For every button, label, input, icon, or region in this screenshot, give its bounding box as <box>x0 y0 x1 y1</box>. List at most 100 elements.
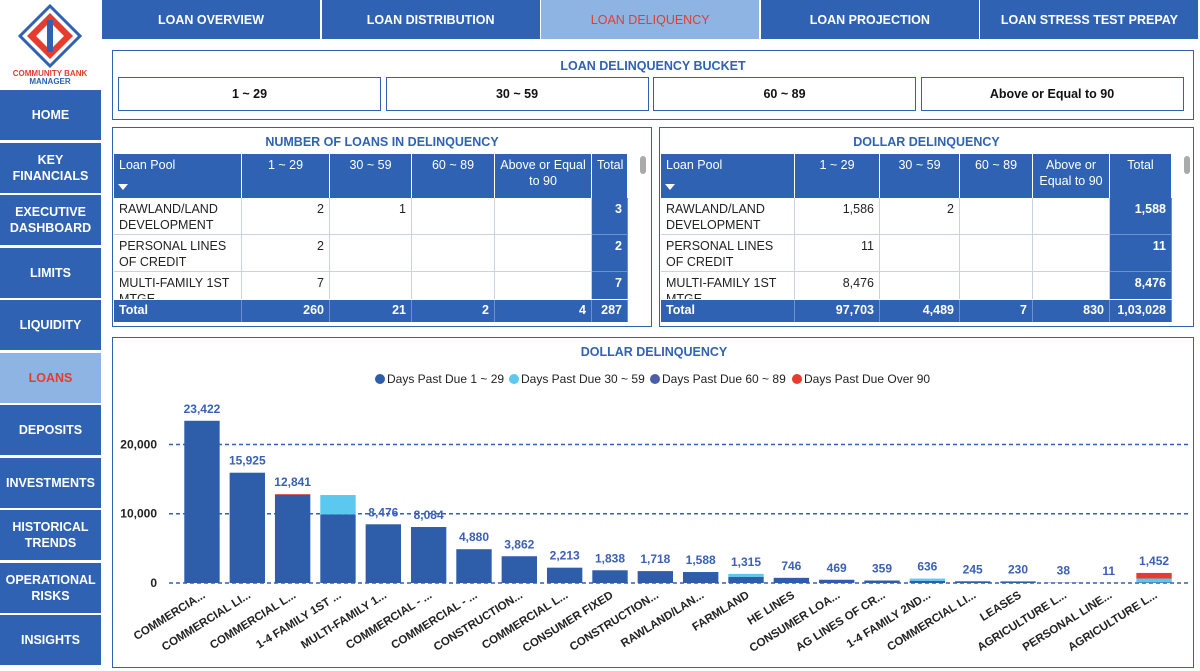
bar-segment <box>955 581 991 583</box>
column-header: 30 ~ 59 <box>880 154 960 198</box>
table-cell: RAWLAND/LAND DEVELOPMENT <box>661 198 795 235</box>
bar-segment <box>773 577 810 583</box>
total-cell: 4 <box>495 300 592 322</box>
data-label: 23,422 <box>184 402 221 416</box>
table-cell: 7 <box>242 272 330 299</box>
table-cell: 2 <box>242 235 330 272</box>
nav-button[interactable]: OPERATIONAL RISKS <box>0 562 101 613</box>
logo: COMMUNITY BANK MANAGER <box>0 0 101 88</box>
bucket-button[interactable]: 60 ~ 89 <box>653 77 916 111</box>
bar-segment <box>365 524 401 583</box>
table-cell: 1 <box>330 198 412 235</box>
table-cell: 2 <box>592 235 628 272</box>
y-tick-label: 10,000 <box>120 507 157 521</box>
bar-segment <box>1136 578 1172 583</box>
table-cell <box>880 235 960 272</box>
chart-title: DOLLAR DELINQUENCY <box>581 345 728 359</box>
legend-label: Days Past Due Over 90 <box>804 372 930 386</box>
table-cell <box>495 198 592 235</box>
legend-marker <box>650 374 660 384</box>
column-header: 60 ~ 89 <box>412 154 495 198</box>
nav-button[interactable]: INVESTMENTS <box>0 457 101 508</box>
nav-button[interactable]: KEY FINANCIALS <box>0 142 101 193</box>
scrollbar <box>640 156 646 174</box>
table-cell <box>412 235 495 272</box>
table-cell <box>960 198 1033 235</box>
legend-marker <box>792 374 802 384</box>
column-header: Total <box>592 154 628 198</box>
data-label: 1,838 <box>595 551 625 565</box>
nav-button[interactable]: HOME <box>0 90 101 140</box>
bar-segment <box>909 580 946 583</box>
table-cell: MULTI-FAMILY 1ST MTGE <box>114 272 242 299</box>
data-label: 1,452 <box>1139 554 1169 568</box>
table-cell: MULTI-FAMILY 1ST MTGE <box>661 272 795 299</box>
bar-segment <box>1000 581 1036 583</box>
table-cell <box>880 272 960 299</box>
bucket-button[interactable]: 30 ~ 59 <box>385 77 649 111</box>
bucket-button[interactable]: Above or Equal to 90 <box>920 77 1184 111</box>
nav-button[interactable]: HISTORICAL TRENDS <box>0 510 101 560</box>
table-cell: 2 <box>880 198 960 235</box>
column-header: 30 ~ 59 <box>330 154 412 198</box>
logo-text: MANAGER <box>29 77 71 86</box>
legend-marker <box>375 374 385 384</box>
total-cell: 830 <box>1033 300 1110 322</box>
data-label: 1,718 <box>640 552 670 566</box>
data-label: 4,880 <box>459 530 489 544</box>
tab[interactable]: LOAN PROJECTION <box>760 0 979 39</box>
data-label: 1,588 <box>686 553 716 567</box>
bar-segment <box>184 420 220 583</box>
bar-segment <box>320 495 356 515</box>
table-cell: PERSONAL LINES OF CREDIT <box>114 235 242 272</box>
tab[interactable]: LOAN DELIQUENCY <box>541 0 760 39</box>
data-label: 636 <box>917 560 937 574</box>
sort-icon <box>118 184 128 190</box>
column-header: Loan Pool <box>661 154 795 198</box>
total-cell: 2 <box>412 300 495 322</box>
bar-segment <box>456 549 492 583</box>
x-tick-label: COMMERCIAL L... <box>208 589 298 652</box>
bar-segment <box>909 578 946 581</box>
logo-icon: COMMUNITY BANK MANAGER <box>13 3 87 86</box>
legend-label: Days Past Due 60 ~ 89 <box>662 372 786 386</box>
bar-segment <box>501 556 538 583</box>
bar-segment <box>274 494 311 495</box>
total-cell: 4,489 <box>880 300 960 322</box>
column-header: 1 ~ 29 <box>795 154 880 198</box>
data-label: 12,841 <box>274 475 311 489</box>
nav-button[interactable]: LIMITS <box>0 247 101 298</box>
bar-segment <box>546 567 583 583</box>
nav-button[interactable]: LIQUIDITY <box>0 300 101 350</box>
table-cell <box>1033 235 1110 272</box>
bar-segment <box>410 527 447 583</box>
data-label: 8,476 <box>368 505 398 519</box>
column-header: Total <box>1110 154 1172 198</box>
tab[interactable]: LOAN DISTRIBUTION <box>321 0 540 39</box>
data-label: 15,925 <box>229 454 266 468</box>
total-cell: 21 <box>330 300 412 322</box>
bar-segment <box>229 472 265 583</box>
data-label: 2,213 <box>550 549 580 563</box>
nav-button[interactable]: LOANS <box>0 352 101 403</box>
data-label: 1,315 <box>731 555 761 569</box>
table-cell: 11 <box>795 235 880 272</box>
table-cell <box>1033 198 1110 235</box>
data-label: 3,862 <box>504 537 534 551</box>
table-cell <box>1033 272 1110 299</box>
tab[interactable]: LOAN STRESS TEST PREPAY <box>980 0 1199 39</box>
total-cell: 97,703 <box>795 300 880 322</box>
legend-marker <box>509 374 519 384</box>
table-cell: 1,588 <box>1110 198 1172 235</box>
panel-title: LOAN DELINQUENCY BUCKET <box>560 59 746 73</box>
legend-label: Days Past Due 1 ~ 29 <box>387 372 504 386</box>
nav-button[interactable]: EXECUTIVE DASHBOARD <box>0 195 101 245</box>
data-label: 746 <box>781 559 801 573</box>
column-header: Loan Pool <box>114 154 242 198</box>
tab[interactable]: LOAN OVERVIEW <box>102 0 320 39</box>
nav-button[interactable]: DEPOSITS <box>0 405 101 455</box>
total-cell: 287 <box>592 300 628 322</box>
bucket-button[interactable]: 1 ~ 29 <box>118 77 381 111</box>
table-cell: 8,476 <box>1110 272 1172 299</box>
nav-button[interactable]: INSIGHTS <box>0 615 101 665</box>
